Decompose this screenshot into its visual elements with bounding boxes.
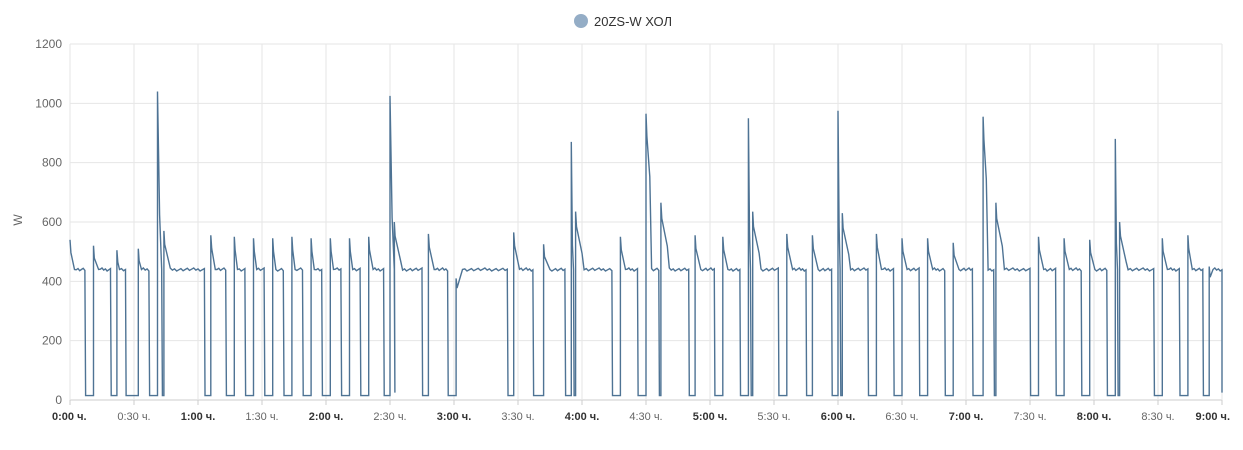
x-tick-label: 8:00 ч.: [1077, 411, 1112, 423]
y-tick-label: 1000: [35, 96, 62, 110]
x-tick-label: 4:00 ч.: [565, 411, 600, 423]
x-tick-label: 5:30 ч.: [757, 411, 790, 423]
y-axis: 0 200 400 600 800 1000 1200: [35, 37, 62, 407]
y-tick-label: 200: [42, 334, 62, 348]
x-tick-label: 7:00 ч.: [949, 411, 984, 423]
y-tick-label: 800: [42, 156, 62, 170]
x-tick-label: 9:00 ч.: [1195, 411, 1230, 423]
y-tick-label: 400: [42, 274, 62, 288]
x-tick-label: 2:30 ч.: [373, 411, 406, 423]
x-tick-label: 6:30 ч.: [885, 411, 918, 423]
x-tick-label: 6:00 ч.: [821, 411, 856, 423]
y-axis-title: W: [11, 214, 25, 226]
x-tick-label: 3:30 ч.: [501, 411, 534, 423]
x-tick-label: 5:00 ч.: [693, 411, 728, 423]
legend-label[interactable]: 20ZS-W ХОЛ: [594, 14, 672, 29]
x-tick-label: 3:00 ч.: [437, 411, 472, 423]
x-tick-label: 7:30 ч.: [1013, 411, 1046, 423]
x-tick-label: 2:00 ч.: [309, 411, 344, 423]
x-axis: 0:00 ч. 0:30 ч. 1:00 ч. 1:30 ч. 2:00 ч. 2:30 …: [52, 400, 1230, 423]
x-tick-label: 1:00 ч.: [181, 411, 216, 423]
x-tick-label: 4:30 ч.: [629, 411, 662, 423]
y-tick-label: 0: [55, 393, 62, 407]
x-tick-label: 1:30 ч.: [245, 411, 278, 423]
x-tick-label: 8:30 ч.: [1141, 411, 1174, 423]
legend[interactable]: 20ZS-W ХОЛ: [574, 14, 672, 29]
y-tick-label: 1200: [35, 37, 62, 51]
legend-marker-icon[interactable]: [574, 14, 588, 28]
x-tick-label: 0:00 ч.: [52, 411, 87, 423]
series-line: [69, 91, 1223, 397]
y-tick-label: 600: [42, 215, 62, 229]
x-tick-label: 0:30 ч.: [117, 411, 150, 423]
